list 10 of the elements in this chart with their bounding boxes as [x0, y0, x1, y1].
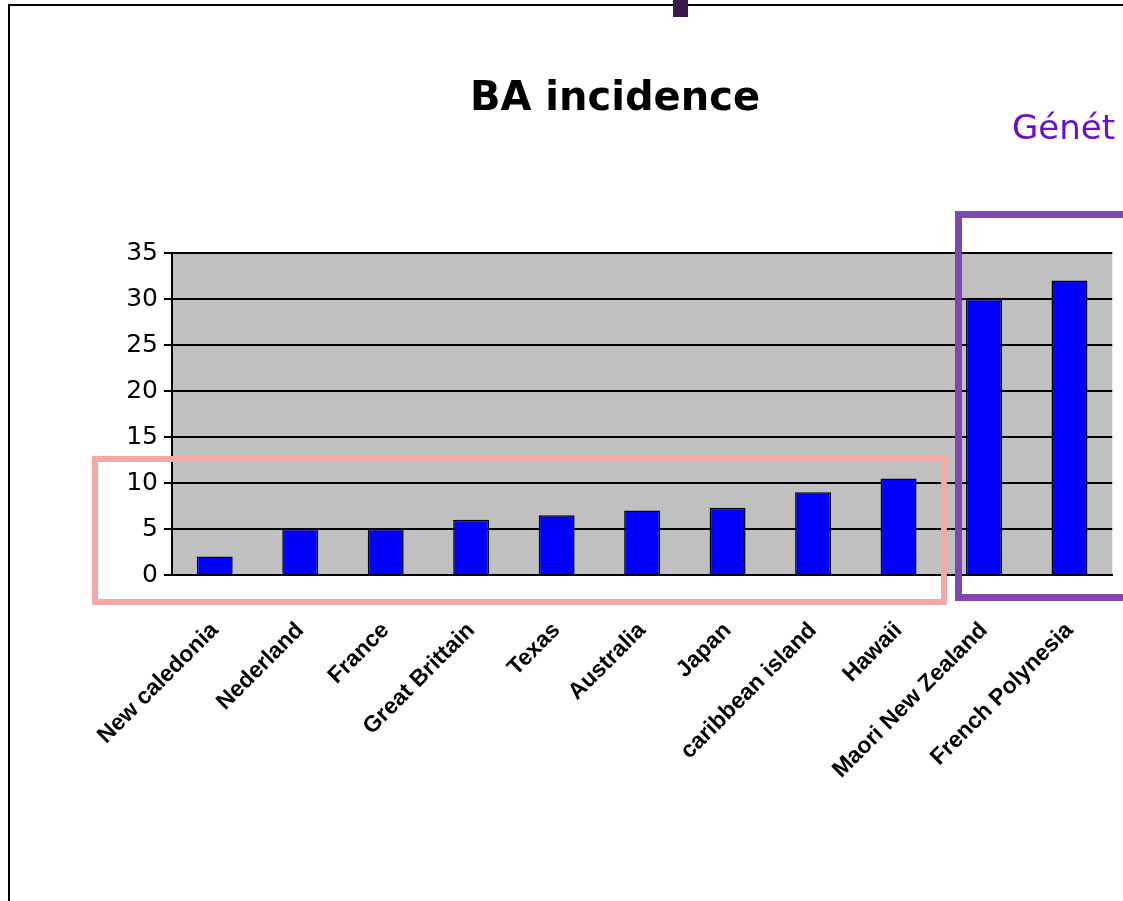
y-tick-label: 20	[126, 374, 158, 404]
y-tick-label: 25	[126, 328, 158, 358]
y-tick-label: 10	[126, 466, 158, 496]
y-tick-label: 35	[126, 236, 158, 266]
text: Génét	[1011, 106, 1115, 147]
chart-title: BA incidence	[469, 73, 761, 120]
y-tick-label: 15	[126, 420, 158, 450]
y-tick-label: 5	[142, 512, 158, 542]
y-tick-label: 0	[142, 558, 158, 588]
y-tick-label: 30	[126, 282, 158, 312]
